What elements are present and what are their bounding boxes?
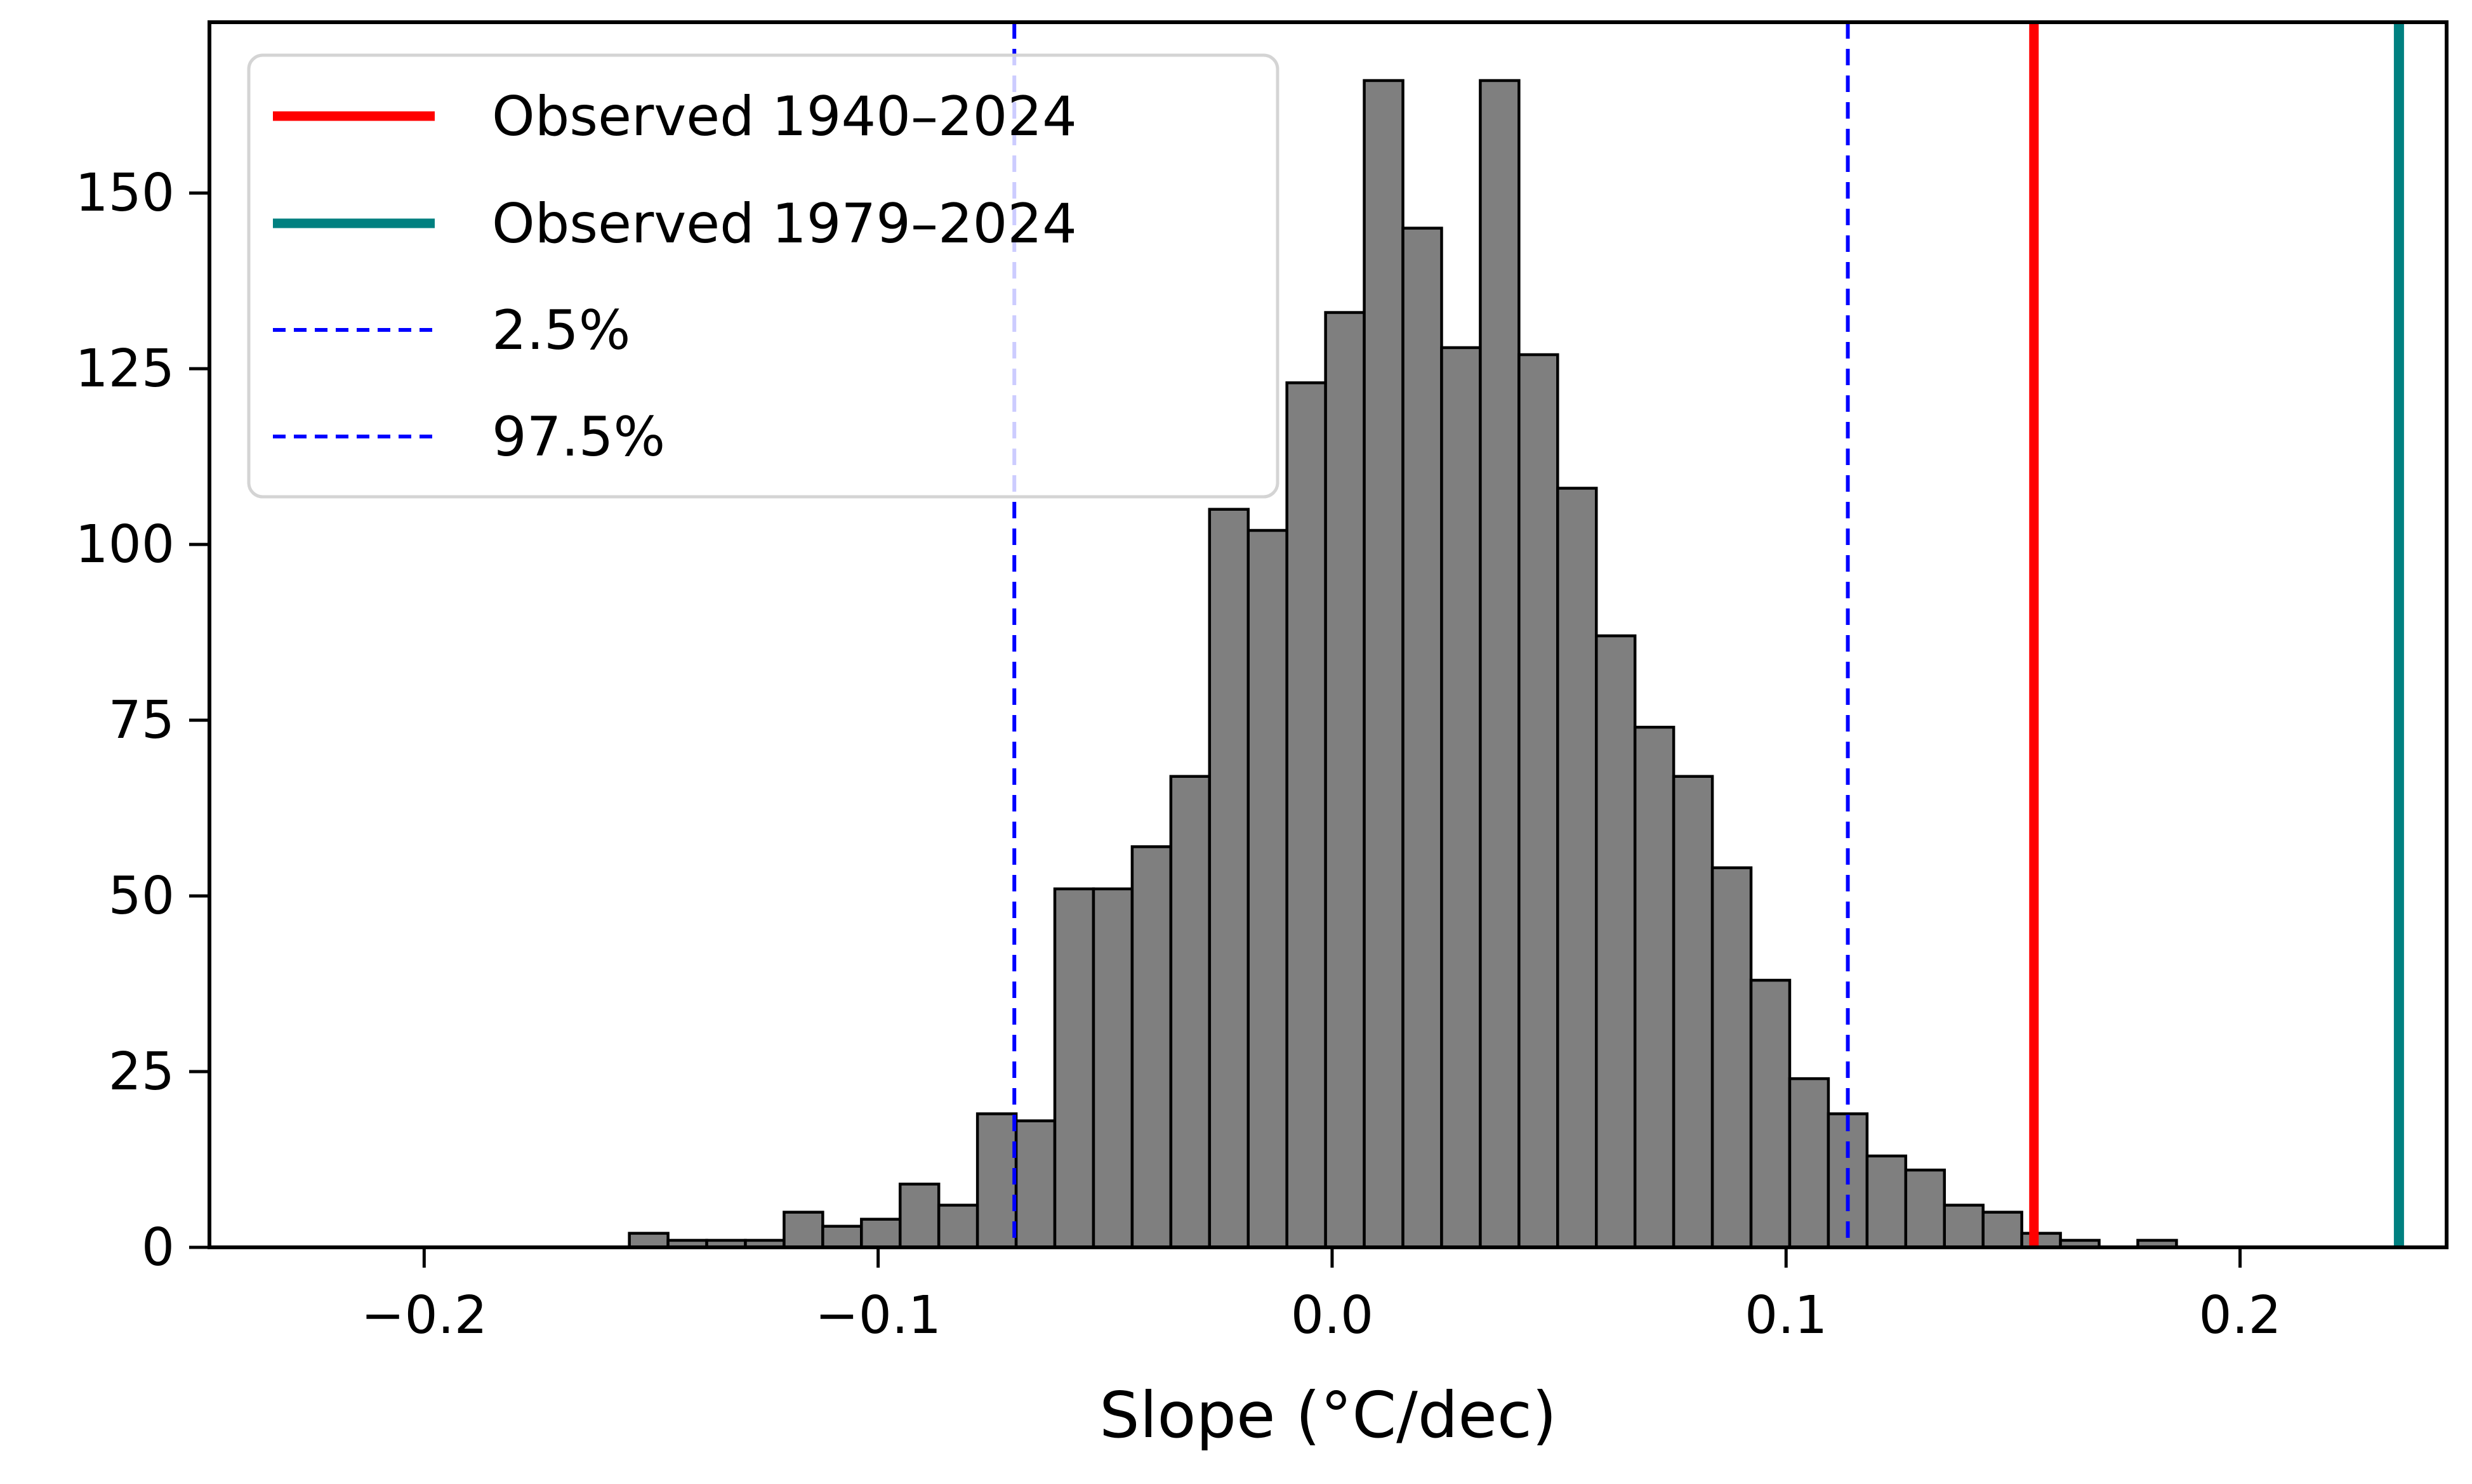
histogram-bar bbox=[1324, 311, 1366, 1249]
y-axis-ticks: 0 25 50 75 100 125 150 bbox=[75, 163, 209, 1278]
plot-frame bbox=[208, 20, 2449, 1249]
y-tick-label: 50 bbox=[109, 866, 175, 926]
y-tick-label: 150 bbox=[75, 163, 175, 223]
histogram-bar bbox=[1710, 866, 1753, 1249]
y-tick-label: 100 bbox=[75, 515, 175, 575]
histogram-bar bbox=[1169, 775, 1212, 1249]
histogram-bar bbox=[1788, 1077, 1830, 1249]
histogram-bar bbox=[628, 1231, 670, 1249]
y-tick-label: 125 bbox=[75, 339, 175, 399]
legend-label: Observed 1979–2024 bbox=[492, 192, 1077, 256]
x-tick-label: −0.2 bbox=[361, 1285, 487, 1346]
histogram-bar bbox=[2020, 1231, 2062, 1249]
x-tick-label: 0.1 bbox=[1745, 1285, 1827, 1346]
histogram-bar bbox=[821, 1225, 863, 1249]
histogram-bar bbox=[937, 1204, 979, 1249]
x-tick-label: −0.1 bbox=[815, 1285, 941, 1346]
histogram-bar bbox=[1479, 79, 1521, 1249]
legend-label: 97.5% bbox=[492, 405, 665, 469]
x-tick-label: 0.2 bbox=[2198, 1285, 2281, 1346]
legend-label: Observed 1940–2024 bbox=[492, 85, 1077, 148]
histogram-bar bbox=[1633, 725, 1676, 1249]
histogram-bar bbox=[1556, 487, 1598, 1249]
x-axis-label: Slope (°C/dec) bbox=[1099, 1378, 1557, 1452]
histogram-bar bbox=[899, 1183, 941, 1249]
histogram-bar bbox=[1208, 508, 1250, 1249]
legend-box bbox=[247, 53, 1279, 499]
histogram-bar bbox=[1363, 79, 1405, 1249]
histogram-bar bbox=[1594, 634, 1637, 1249]
histogram-bar bbox=[975, 1112, 1018, 1249]
histogram-bar bbox=[1246, 529, 1288, 1249]
x-tick-label: 0.0 bbox=[1291, 1285, 1373, 1346]
histogram-bar bbox=[1092, 887, 1134, 1249]
histogram-bar bbox=[1749, 978, 1792, 1249]
x-axis-ticks: −0.2 −0.1 0.0 0.1 0.2 bbox=[361, 1247, 2282, 1346]
vertical-lines bbox=[1012, 22, 2404, 1247]
histogram-bar bbox=[1672, 775, 1714, 1249]
y-tick-label: 75 bbox=[109, 690, 175, 751]
histogram-bar bbox=[1014, 1119, 1057, 1249]
histogram-bar bbox=[1943, 1204, 1985, 1249]
histogram-bar bbox=[1440, 346, 1482, 1249]
histogram-bar bbox=[1981, 1211, 2023, 1249]
legend: Observed 1940–2024 Observed 1979–2024 2.5%… bbox=[247, 53, 1279, 499]
histogram-bar bbox=[1517, 353, 1559, 1249]
y-tick-label: 0 bbox=[142, 1218, 175, 1278]
legend-label: 2.5% bbox=[492, 299, 631, 362]
y-tick-label: 25 bbox=[109, 1042, 175, 1102]
histogram-bar bbox=[1285, 381, 1327, 1249]
histogram-bar bbox=[1130, 845, 1173, 1249]
histogram-bar bbox=[1053, 887, 1095, 1249]
histogram-bar bbox=[860, 1218, 902, 1249]
histogram-bar bbox=[783, 1211, 824, 1249]
histogram-bar bbox=[1904, 1168, 1946, 1249]
histogram-bar bbox=[1865, 1154, 1908, 1249]
histogram-bar bbox=[1401, 227, 1443, 1249]
